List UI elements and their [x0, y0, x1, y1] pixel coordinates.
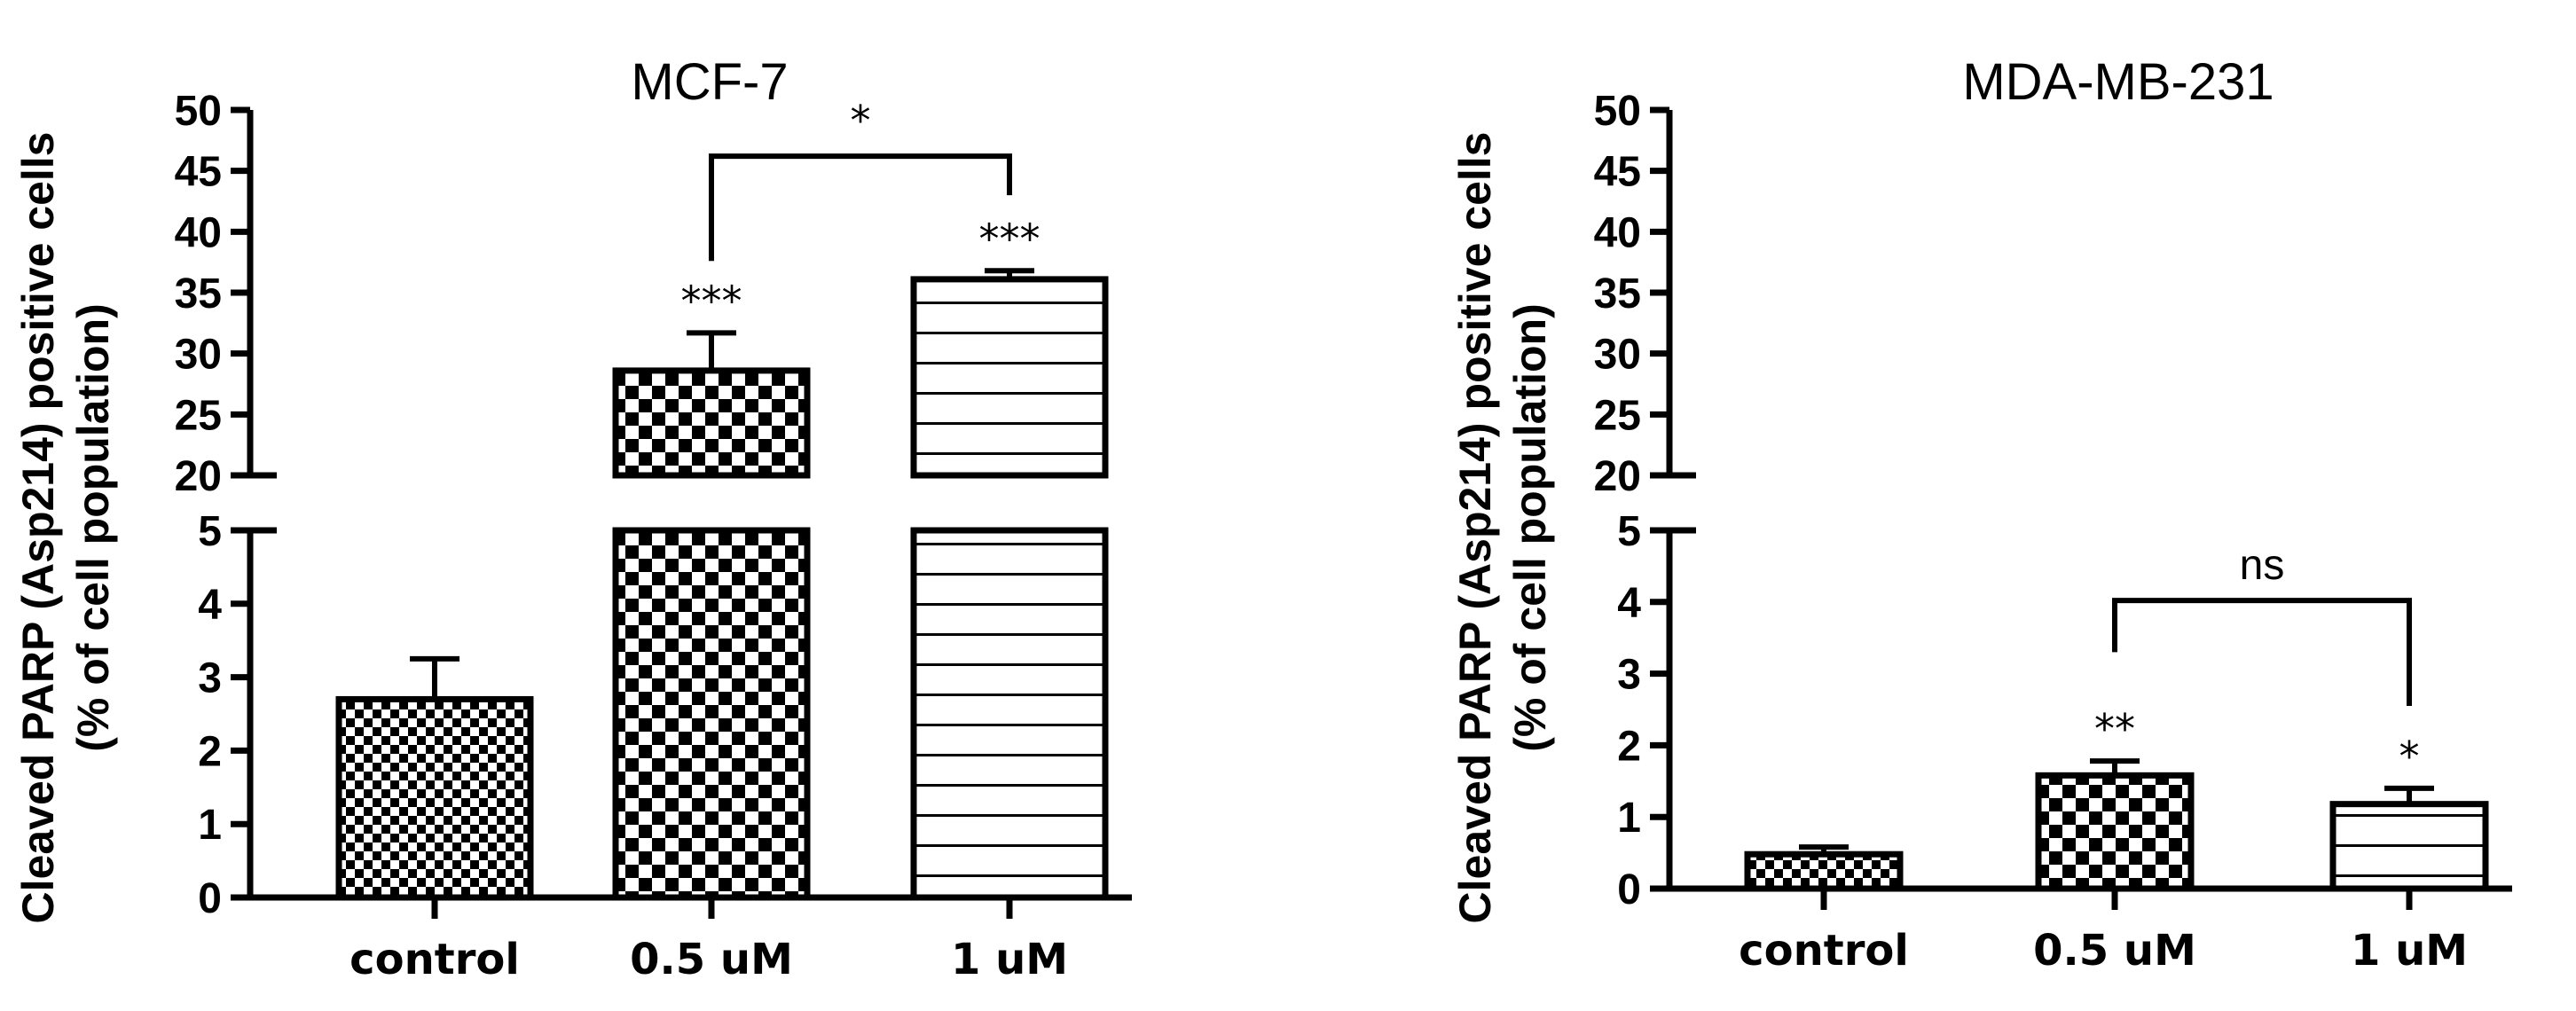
comparison-label: ns [2240, 542, 2285, 589]
x-tick-label: 1 uM [2351, 926, 2468, 976]
significance-label-2: *** [979, 215, 1041, 263]
y-tick-label: 2 [198, 728, 222, 775]
y-tick-label: 20 [175, 453, 222, 500]
x-tick-label: 1 uM [951, 935, 1068, 984]
y-tick-label: 1 [1617, 795, 1641, 842]
y-tick-label: 4 [198, 582, 222, 629]
bar-control [1744, 850, 1904, 892]
comparison-bracket [709, 153, 1012, 262]
comparison-label: * [851, 97, 871, 145]
chart-title: MDA-MB-231 [1962, 53, 2274, 111]
y-tick-label: 30 [175, 332, 222, 379]
bar-lower-segment-1 [612, 527, 811, 901]
bar-1-um [2329, 801, 2489, 892]
chart-title: MCF-7 [631, 53, 788, 111]
y-tick-label: 5 [198, 508, 222, 555]
y-tick-label: 40 [175, 209, 222, 256]
comparison-bracket [2112, 598, 2412, 706]
y-axis-label-line2: (% of cell population) [68, 303, 118, 752]
y-tick-label: 50 [175, 88, 222, 135]
y-tick-label: 45 [175, 149, 222, 196]
y-tick-label: 4 [1617, 580, 1641, 627]
y-axis-label-line1: Cleaved PARP (Asp214) positive cells [1450, 132, 1500, 924]
y-tick-label: 3 [198, 655, 222, 702]
y-tick-label: 40 [1594, 209, 1641, 256]
bar-0-5-um [2035, 772, 2195, 892]
y-tick-label: 2 [1617, 723, 1641, 770]
y-tick-label: 3 [1617, 652, 1641, 699]
significance-label-1: *** [681, 277, 742, 325]
x-tick-label: control [1739, 926, 1909, 976]
y-tick-label: 0 [198, 875, 222, 922]
y-tick-label: 35 [1594, 270, 1641, 317]
bar-control [335, 695, 534, 901]
y-tick-label: 30 [1594, 332, 1641, 379]
bar-lower-segment-2 [910, 527, 1109, 901]
bar-0-5-um [612, 367, 811, 479]
significance-label-1: ** [2094, 705, 2135, 753]
chart-panel-mda-mb-231: MDA-MB-231 Cleaved PARP (Asp214) positiv… [1450, 53, 2512, 976]
x-tick-label: 0.5 uM [2033, 926, 2196, 976]
y-axis-label-line2: (% of cell population) [1505, 303, 1555, 752]
y-tick-label: 5 [1617, 508, 1641, 555]
x-tick-label: control [349, 935, 520, 984]
y-tick-label: 35 [175, 270, 222, 317]
y-tick-label: 50 [1594, 88, 1641, 135]
y-tick-label: 25 [175, 392, 222, 439]
y-tick-label: 45 [1594, 149, 1641, 196]
y-axis-label-line1: Cleaved PARP (Asp214) positive cells [13, 132, 63, 924]
significance-label-2: * [2399, 733, 2420, 780]
x-tick-label: 0.5 uM [630, 935, 793, 984]
y-tick-label: 25 [1594, 392, 1641, 439]
y-tick-label: 0 [1617, 866, 1641, 913]
y-tick-label: 20 [1594, 453, 1641, 500]
y-tick-label: 1 [198, 802, 222, 849]
chart-panel-mcf7: MCF-7 Cleaved PARP (Asp214) positive cel… [13, 53, 1132, 984]
bar-1-um [910, 276, 1109, 479]
